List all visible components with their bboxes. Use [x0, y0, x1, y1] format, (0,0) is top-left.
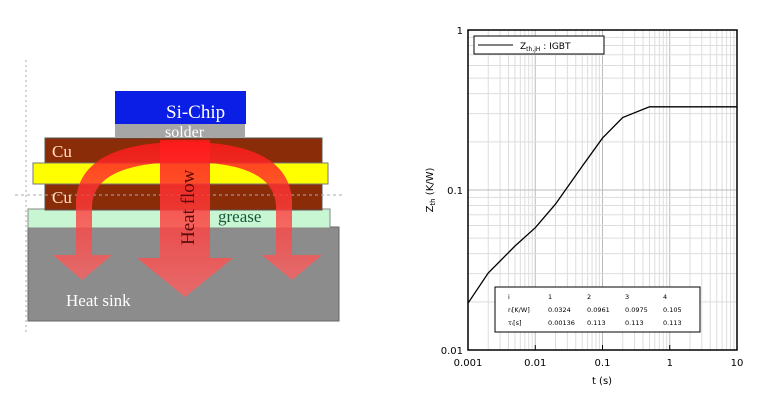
heat-flow-diagram: Si-Chip solder Cu Cu grease Heat sink He… [15, 60, 345, 335]
table-cell: 0.113 [663, 319, 682, 327]
legend: Zth,jH : IGBT [473, 35, 605, 55]
chip-label: Si-Chip [166, 102, 225, 123]
table-cell: 0.0324 [548, 306, 571, 314]
x-axis-label: t (s) [592, 376, 612, 387]
y-tick-label: 0.1 [447, 186, 463, 197]
table-cell: τᵢ[s] [508, 319, 522, 327]
table-box [494, 286, 701, 333]
x-tick-label: 0.1 [595, 358, 611, 369]
legend-label: Zth,jH : IGBT [520, 42, 571, 53]
legend-box [473, 35, 605, 55]
series-line-zth [467, 106, 737, 304]
si-chip [115, 91, 246, 124]
table-cell: 2 [587, 293, 591, 301]
x-tick-label: 1 [667, 358, 673, 369]
table-cell: 0.0961 [587, 306, 610, 314]
parameter-table: i 1 2 3 4 rᵢ[K/W] 0.0324 0.0961 0.0975 0.105 τᵢ[s]… [494, 286, 701, 333]
x-tick-label: 10 [731, 358, 744, 369]
heatsink-label: Heat sink [66, 291, 131, 310]
table-cell: 0.105 [663, 306, 682, 314]
right-heat-arrow [185, 142, 322, 280]
y-axis-label: Zth (K/W) [425, 167, 437, 212]
y-tick-label: 0.01 [441, 346, 463, 357]
solder-label: solder [165, 124, 205, 141]
table-cell: rᵢ[K/W] [508, 306, 530, 314]
table-cell: 0.113 [625, 319, 644, 327]
table-cell: 0.0975 [625, 306, 648, 314]
cu-bottom-label: Cu [52, 188, 72, 207]
table-cell: 4 [663, 293, 667, 301]
x-tick-label: 0.01 [524, 358, 546, 369]
table-cell: 0.00136 [548, 319, 575, 327]
left-heat-arrow [53, 142, 185, 280]
table-cell: 1 [548, 293, 552, 301]
cu-top-label: Cu [52, 142, 72, 161]
grease-label: grease [218, 207, 261, 226]
x-tick-label: 0.001 [454, 358, 483, 369]
y-tick-label: 1 [457, 26, 463, 37]
solder-layer [115, 124, 245, 138]
heat-flow-label: Heat flow [178, 169, 199, 245]
table-cell: 3 [625, 293, 629, 301]
center-heat-arrow [137, 140, 233, 297]
table-cell: 0.113 [587, 319, 606, 327]
table-cell: i [508, 293, 510, 301]
